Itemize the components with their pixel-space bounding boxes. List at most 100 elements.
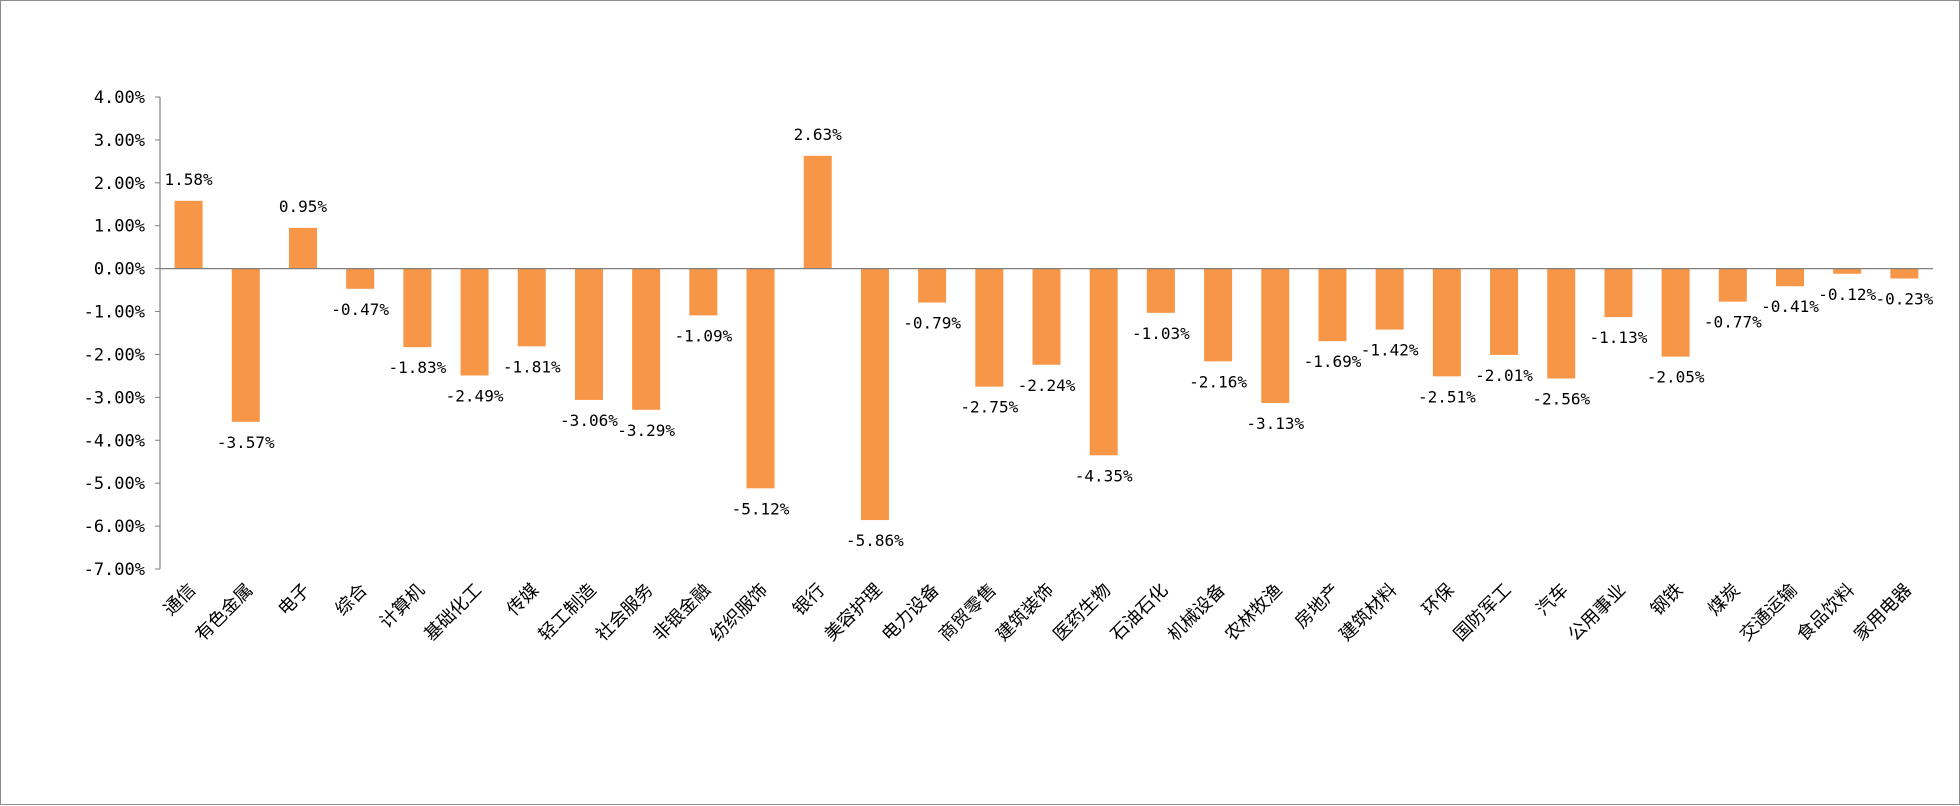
y-tick-label: -7.00% bbox=[84, 560, 145, 580]
y-tick-label: 4.00% bbox=[94, 88, 145, 108]
data-label: -3.57% bbox=[217, 433, 275, 452]
data-label: -2.56% bbox=[1532, 389, 1590, 408]
x-tick-label: 建筑材料 bbox=[1335, 580, 1401, 646]
x-tick-label: 汽车 bbox=[1532, 580, 1572, 620]
y-tick-label: -4.00% bbox=[84, 431, 145, 451]
x-tick-label: 环保 bbox=[1418, 580, 1458, 620]
bar bbox=[1318, 268, 1347, 342]
data-label: -0.77% bbox=[1704, 313, 1762, 332]
x-tick-label: 钢铁 bbox=[1647, 580, 1687, 620]
bar bbox=[689, 268, 718, 316]
data-label: -3.13% bbox=[1246, 414, 1304, 433]
bar bbox=[288, 227, 317, 269]
data-label: -1.69% bbox=[1304, 352, 1362, 371]
y-tick-label: 3.00% bbox=[94, 131, 145, 151]
x-tick-label: 计算机 bbox=[376, 580, 429, 633]
bar bbox=[1547, 268, 1576, 379]
x-tick-label: 银行 bbox=[789, 580, 829, 620]
x-tick-label: 房地产 bbox=[1291, 580, 1344, 633]
bar bbox=[460, 268, 489, 376]
x-tick-label: 食品饮料 bbox=[1793, 580, 1859, 646]
y-tick-label: -3.00% bbox=[84, 388, 145, 408]
x-tick-label: 轻工制造 bbox=[535, 580, 601, 646]
data-label: 0.95% bbox=[279, 197, 328, 216]
data-label: -2.49% bbox=[446, 386, 504, 405]
bar bbox=[517, 268, 546, 347]
y-tick-label: 0.00% bbox=[94, 260, 145, 280]
data-label: -0.41% bbox=[1761, 297, 1819, 316]
x-tick-label: 公用事业 bbox=[1564, 580, 1630, 646]
data-label: -1.81% bbox=[503, 357, 561, 376]
x-tick-label: 石油石化 bbox=[1107, 580, 1173, 646]
x-tick-label: 家用电器 bbox=[1850, 580, 1916, 646]
data-label: -2.51% bbox=[1418, 387, 1476, 406]
bar bbox=[403, 268, 432, 348]
data-label: -3.29% bbox=[617, 421, 675, 440]
data-label: -1.83% bbox=[388, 358, 446, 377]
x-tick-label: 农林牧渔 bbox=[1221, 580, 1287, 646]
data-label: -2.75% bbox=[960, 398, 1018, 417]
y-tick-label: -2.00% bbox=[84, 345, 145, 365]
data-label: -4.35% bbox=[1075, 466, 1133, 485]
bar bbox=[574, 268, 603, 400]
x-tick-label: 非银金融 bbox=[649, 580, 715, 646]
data-label: -0.47% bbox=[331, 300, 389, 319]
data-labels: 1.58% -3.57% 0.95% -0.47% -1.83%-2.49% -1.81%… bbox=[165, 125, 1934, 550]
x-tick-label: 电力设备 bbox=[878, 580, 944, 646]
bar bbox=[1146, 268, 1175, 313]
bar bbox=[1261, 268, 1290, 403]
bar bbox=[1776, 268, 1805, 287]
bar bbox=[1432, 268, 1461, 377]
data-label: 2.63% bbox=[794, 125, 843, 144]
data-label: -3.06% bbox=[560, 411, 618, 430]
x-tick-label: 基础化工 bbox=[420, 580, 486, 646]
bar bbox=[1490, 268, 1519, 355]
x-tick-label: 通信 bbox=[160, 580, 200, 620]
bar bbox=[1604, 268, 1633, 318]
y-axis-tick-labels: 4.00% 3.00% 2.00% 1.00% 0.00% -1.00% -2.00% -3.… bbox=[84, 88, 145, 580]
bar bbox=[1718, 268, 1747, 302]
x-tick-label: 机械设备 bbox=[1164, 580, 1230, 646]
data-label: -2.24% bbox=[1018, 376, 1076, 395]
x-tick-label: 医药生物 bbox=[1049, 580, 1115, 646]
x-tick-label: 国防军工 bbox=[1450, 580, 1516, 646]
x-tick-label: 美容护理 bbox=[821, 580, 887, 646]
y-tick-label: 1.00% bbox=[94, 217, 145, 237]
bar bbox=[860, 268, 889, 521]
data-label: -1.03% bbox=[1132, 324, 1190, 343]
data-label: -0.23% bbox=[1876, 290, 1934, 309]
x-tick-label: 电子 bbox=[274, 580, 314, 620]
axes bbox=[155, 96, 1933, 570]
y-tick-label: -1.00% bbox=[84, 303, 145, 323]
y-tick-label: -5.00% bbox=[84, 474, 145, 494]
data-label: -0.12% bbox=[1818, 285, 1876, 304]
bar bbox=[918, 268, 947, 303]
data-label: -1.13% bbox=[1590, 328, 1648, 347]
x-tick-label: 交通运输 bbox=[1736, 580, 1802, 646]
bar bbox=[632, 268, 661, 410]
bar bbox=[1089, 268, 1118, 456]
data-label: -1.09% bbox=[674, 326, 732, 345]
bar bbox=[346, 268, 375, 289]
bar bbox=[1032, 268, 1061, 365]
y-tick-label: -6.00% bbox=[84, 517, 145, 537]
bar bbox=[1661, 268, 1690, 357]
data-label: -5.12% bbox=[732, 499, 790, 518]
x-tick-label: 综合 bbox=[331, 580, 371, 620]
bar bbox=[746, 268, 775, 489]
bar bbox=[803, 155, 832, 269]
bar bbox=[1204, 268, 1233, 362]
y-tick-label: 2.00% bbox=[94, 174, 145, 194]
data-label: 1.58% bbox=[165, 170, 214, 189]
x-tick-label: 纺织服饰 bbox=[706, 580, 772, 646]
bar bbox=[1375, 268, 1404, 330]
bar bbox=[1833, 268, 1862, 274]
data-label: -0.79% bbox=[903, 314, 961, 333]
data-label: -2.01% bbox=[1475, 366, 1533, 385]
data-label: -2.16% bbox=[1189, 372, 1247, 391]
data-label: -2.05% bbox=[1647, 368, 1705, 387]
x-tick-label: 社会服务 bbox=[592, 580, 658, 646]
bar bbox=[975, 268, 1004, 387]
